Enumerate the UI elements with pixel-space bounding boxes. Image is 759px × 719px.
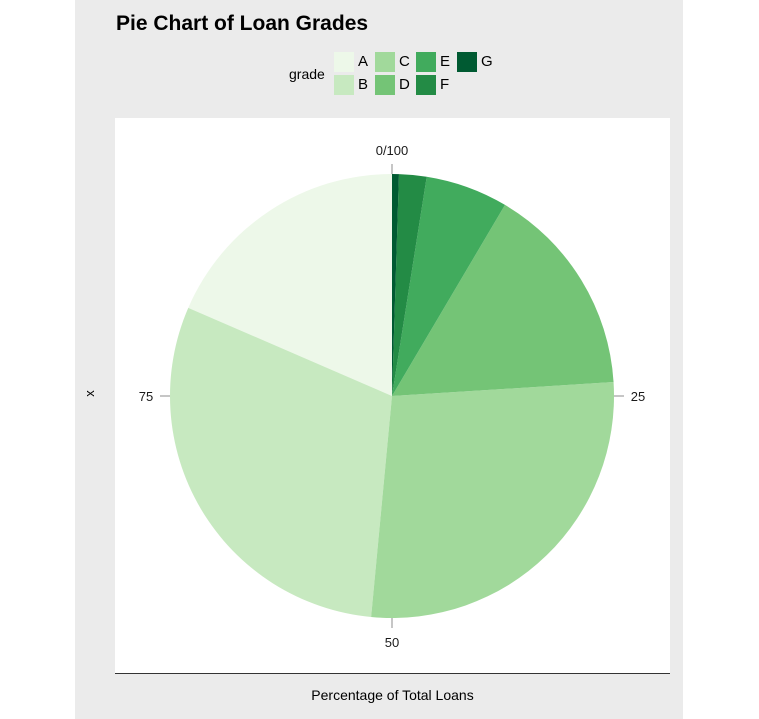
axis-tick-label: 50 (385, 635, 399, 650)
axis-tick-label: 0/100 (376, 143, 409, 158)
pie-slices (170, 174, 614, 618)
y-axis-label: x (82, 390, 97, 397)
x-axis-label: Percentage of Total Loans (115, 687, 670, 703)
axis-tick-label: 25 (631, 389, 645, 404)
axis-tick-label: 75 (139, 389, 153, 404)
